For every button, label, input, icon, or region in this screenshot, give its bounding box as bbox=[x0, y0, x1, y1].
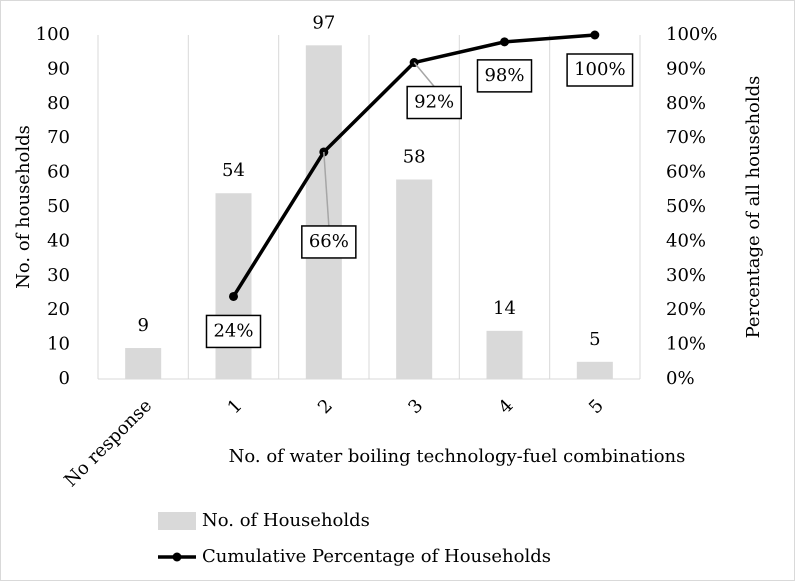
y-axis-title: No. of households bbox=[13, 125, 34, 289]
label-box bbox=[406, 85, 462, 120]
bar-value-label: 14 bbox=[493, 298, 516, 319]
y2-axis-title: Percentage of all households bbox=[743, 76, 764, 339]
line-value-label: 92% bbox=[414, 92, 454, 113]
legend-swatch bbox=[158, 512, 196, 530]
line-value-label: 100% bbox=[574, 59, 625, 80]
line-marker bbox=[229, 291, 238, 301]
legend-marker bbox=[172, 552, 182, 562]
bar-value-label: 54 bbox=[222, 160, 245, 181]
y2-tick-label: 40% bbox=[666, 230, 706, 251]
y2-tick-label: 20% bbox=[666, 299, 706, 320]
bar bbox=[576, 361, 613, 379]
y-tick-label: 20 bbox=[47, 299, 70, 320]
y-tick-label: 10 bbox=[47, 334, 70, 355]
y2-tick-label: 70% bbox=[666, 127, 706, 148]
label-box bbox=[566, 53, 634, 87]
legend-label: Cumulative Percentage of Households bbox=[202, 546, 551, 567]
y2-tick-label: 100% bbox=[666, 24, 717, 45]
label-box bbox=[301, 225, 357, 259]
bar bbox=[125, 348, 162, 379]
x-axis-title: No. of water boiling technology-fuel com… bbox=[229, 446, 686, 467]
y-tick-label: 100 bbox=[36, 24, 70, 45]
bar-value-label: 9 bbox=[137, 315, 148, 336]
line-marker bbox=[500, 37, 509, 47]
y2-tick-label: 10% bbox=[666, 334, 706, 355]
bar bbox=[486, 330, 523, 379]
y2-tick-label: 60% bbox=[666, 162, 706, 183]
label-leader bbox=[323, 151, 330, 227]
y-tick-label: 50 bbox=[47, 196, 70, 217]
y2-tick-label: 80% bbox=[666, 93, 706, 114]
legend-label: No. of Households bbox=[202, 510, 370, 531]
y2-tick-label: 30% bbox=[666, 265, 706, 286]
line-value-label: 98% bbox=[484, 65, 524, 86]
label-box bbox=[205, 314, 262, 349]
y2-tick-label: 90% bbox=[666, 58, 706, 79]
bar-value-label: 5 bbox=[589, 329, 600, 350]
y-tick-label: 40 bbox=[47, 230, 70, 251]
bar-value-label: 97 bbox=[312, 12, 335, 33]
y-tick-label: 90 bbox=[47, 58, 70, 79]
bar bbox=[215, 193, 252, 379]
y-tick-label: 60 bbox=[47, 162, 70, 183]
label-leader bbox=[413, 62, 435, 88]
y-tick-label: 80 bbox=[47, 93, 70, 114]
y-tick-label: 70 bbox=[47, 127, 70, 148]
y2-tick-label: 50% bbox=[666, 196, 706, 217]
line-marker bbox=[590, 30, 600, 40]
label-box bbox=[476, 59, 533, 93]
bar bbox=[396, 179, 433, 379]
line-value-label: 24% bbox=[213, 320, 253, 341]
bar-value-label: 58 bbox=[403, 146, 426, 167]
y2-tick-label: 0% bbox=[666, 368, 695, 389]
line-value-label: 66% bbox=[309, 231, 349, 252]
bar bbox=[305, 45, 342, 379]
y-tick-label: 30 bbox=[47, 265, 70, 286]
y-tick-label: 0 bbox=[59, 368, 70, 389]
